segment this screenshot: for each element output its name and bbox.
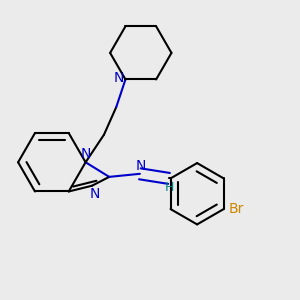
Text: Br: Br [228,202,244,216]
Text: N: N [135,159,146,173]
Text: N: N [90,187,100,201]
Text: N: N [113,71,124,85]
Text: N: N [80,147,91,161]
Text: H: H [165,181,175,194]
